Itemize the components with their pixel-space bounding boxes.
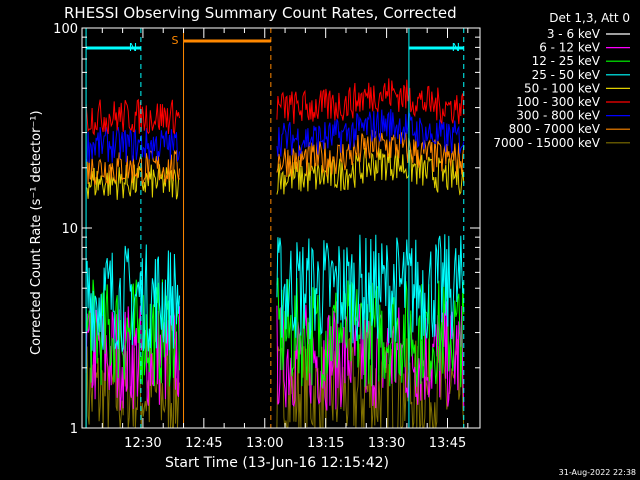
legend-entry: 7000 - 15000 keV [493,136,600,150]
y-axis-label: Corrected Count Rate (s⁻¹ detector⁻¹) [29,110,44,355]
x-tick-label: 12:45 [185,436,222,451]
x-tick-label: 13:15 [307,436,344,451]
x-tick-label: 13:00 [246,436,283,451]
legend-entry: 6 - 12 keV [539,41,601,55]
y-tick-label: 100 [53,22,78,37]
series-line-300-800-kev-seg1 [85,126,180,163]
x-tick-label: 12:30 [124,436,161,451]
series-line-800-7000-kev-seg1 [85,149,180,185]
legend-entry: 300 - 800 keV [516,109,600,123]
series-line-300-800-kev-seg2 [276,108,465,157]
x-axis-label: Start Time (13-Jun-16 12:15:42) [165,455,389,471]
legend-entry: 50 - 100 keV [524,81,601,95]
x-tick-label: 13:45 [429,436,466,451]
x-axis: 12:30 12:45 13:00 13:15 13:30 13:45 [81,28,469,451]
chart-title: RHESSI Observing Summary Count Rates, Co… [64,4,457,22]
legend-entry: 3 - 6 keV [547,27,601,41]
annotation-label-s: S [172,34,179,47]
series-line-7000-15000-kev-seg2 [276,337,465,430]
series-line-25-50-kev-seg1 [85,244,180,353]
legend-entry: 12 - 25 keV [532,54,601,68]
footer-timestamp: 31-Aug-2022 22:38 [559,468,636,477]
series-line-100-300-kev-seg1 [85,98,180,136]
annotation-layer: N NS [85,28,465,428]
legend-entry: 800 - 7000 keV [509,122,601,136]
series-line-25-50-kev-seg2 [276,234,465,344]
y-tick-label: 1 [70,422,78,437]
annotation-label-n: N [452,41,460,54]
series-line-800-7000-kev-seg2 [276,129,465,178]
series-layer [85,78,465,430]
y-tick-label: 10 [61,222,78,237]
series-line-100-300-kev-seg2 [276,78,465,125]
series-line-50-100-kev-seg2 [276,147,465,196]
legend-entry: 100 - 300 keV [516,95,600,109]
x-tick-label: 13:30 [368,436,405,451]
y-axis: 1 10 100 [53,22,480,437]
legend-title: Det 1,3, Att 0 [549,11,630,25]
legend-entry: 25 - 50 keV [532,68,601,82]
annotation-label-n: N [129,41,137,54]
